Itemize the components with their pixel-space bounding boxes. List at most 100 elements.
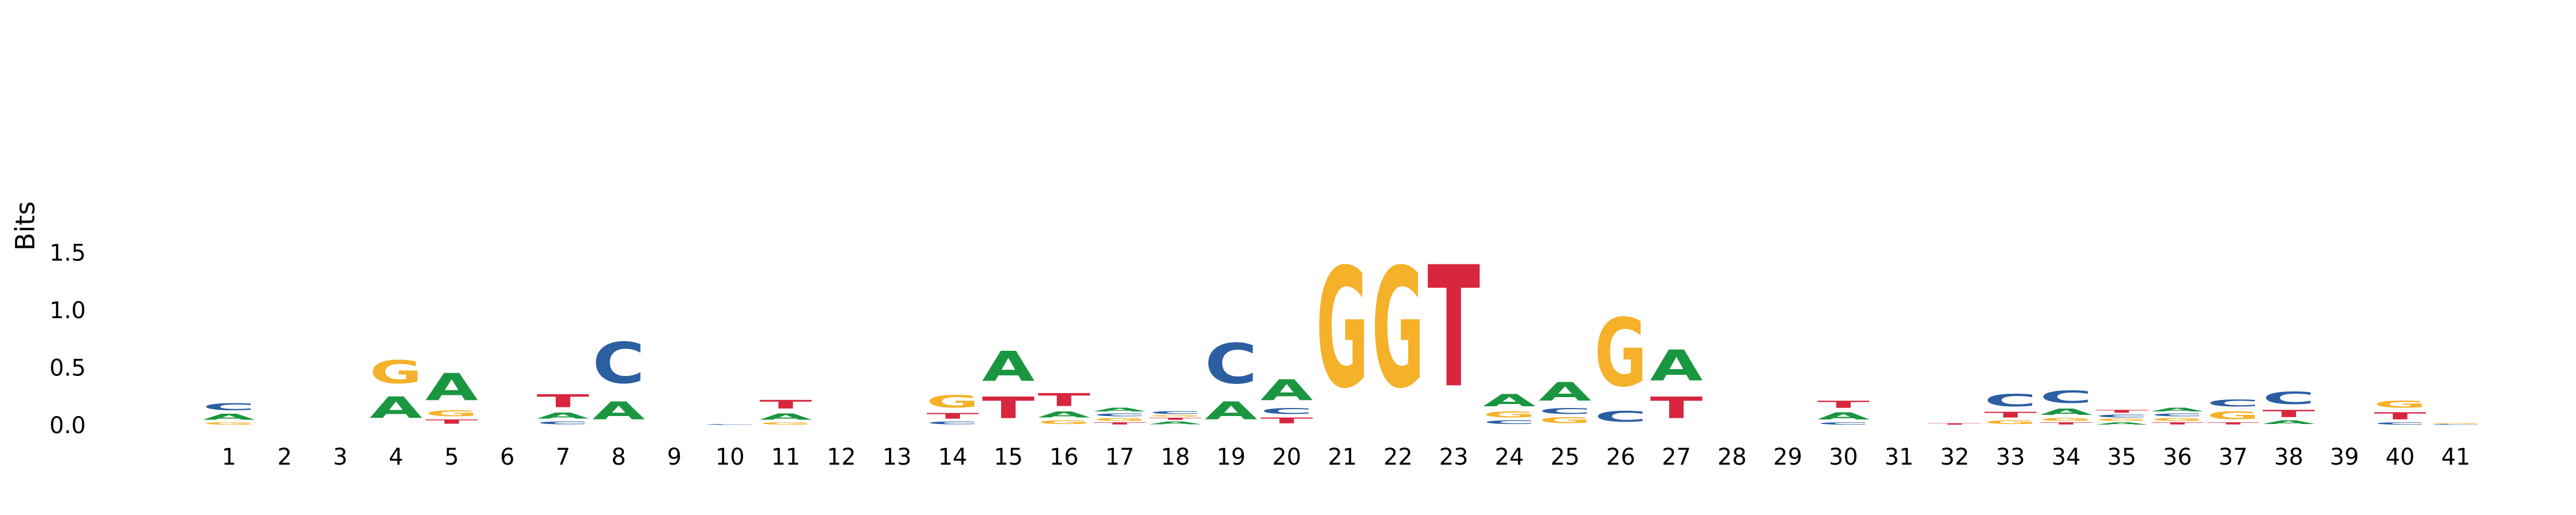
- x-tick-label: 16: [1049, 444, 1078, 470]
- logo-letter-a: A: [2096, 422, 2148, 425]
- logo-letter-a: A: [1261, 374, 1314, 407]
- logo-letter-t: T: [982, 391, 1035, 425]
- logo-letter-c: C: [1093, 413, 1146, 417]
- logo-letter-t: T: [1929, 423, 1981, 425]
- logo-letter-a: A: [982, 343, 1035, 391]
- x-tick-label: 26: [1606, 444, 1635, 470]
- logo-letter-t: T: [2207, 422, 2259, 425]
- x-tick-label: 1: [222, 444, 236, 470]
- logo-letter-g: G: [1149, 415, 1202, 417]
- logo-letter-t: T: [2151, 422, 2204, 425]
- x-tick-label: 4: [389, 444, 403, 470]
- x-tick-label: 20: [1272, 444, 1301, 470]
- x-tick-label: 18: [1161, 444, 1190, 470]
- x-tick-label: 41: [2441, 444, 2471, 470]
- x-tick-label: 37: [2219, 444, 2248, 470]
- logo-letter-c: C: [1483, 419, 1536, 425]
- x-tick-label: 11: [771, 444, 800, 470]
- logo-letter-t: T: [1093, 422, 1146, 425]
- logo-letter-c: C: [2040, 387, 2092, 407]
- x-tick-label: 2: [278, 444, 292, 470]
- y-tick-label: 1.0: [49, 298, 86, 324]
- x-tick-label: 13: [883, 444, 912, 470]
- logo-letter-t: T: [1149, 417, 1202, 421]
- logo-letter-c: C: [203, 401, 255, 413]
- logo-letter-c: C: [2429, 424, 2482, 425]
- x-tick-label: 31: [1884, 444, 1914, 470]
- logo-letter-a: A: [1650, 342, 1703, 391]
- logo-letter-t: T: [2040, 422, 2092, 425]
- x-tick-label: 14: [938, 444, 967, 470]
- x-tick-label: 39: [2330, 444, 2359, 470]
- x-tick-label: 27: [1662, 444, 1691, 470]
- logo-letter-a: A: [425, 366, 478, 409]
- logo-letter-a: A: [2151, 407, 2204, 413]
- x-tick-label: 15: [994, 444, 1023, 470]
- logo-letter-g: G: [2207, 409, 2259, 422]
- logo-letter-c: C: [1205, 332, 1258, 397]
- logo-letter-g: G: [1372, 234, 1424, 425]
- logo-letter-t: T: [2262, 408, 2316, 419]
- logo-letter-t: T: [425, 418, 478, 425]
- logo-letter-g: G: [370, 354, 422, 390]
- logo-letter-a: A: [1483, 391, 1536, 410]
- x-axis-ticks: 1 2 3 4 5 6 7 8 9 10 11 12 13 14 15 16 17 18 19 20 21 22 23 24 2…: [222, 444, 2470, 470]
- logo-letter-t: T: [1650, 391, 1703, 425]
- x-tick-label: 17: [1105, 444, 1135, 470]
- logo-letter-c: C: [1261, 407, 1313, 416]
- x-tick-label: 29: [1773, 444, 1803, 470]
- logo-letter-c: C: [1539, 407, 1591, 416]
- x-tick-label: 40: [2385, 444, 2415, 470]
- logo-letter-g: G: [2374, 399, 2427, 410]
- y-axis-label: Bits: [10, 201, 41, 251]
- x-tick-label: 6: [500, 444, 515, 470]
- logo-letter-c: C: [2262, 389, 2315, 408]
- logo-letter-c: C: [2151, 413, 2204, 417]
- y-tick-label: 0.0: [49, 413, 86, 439]
- logo-letter-g: G: [2151, 417, 2204, 422]
- logo-letter-a: A: [592, 397, 645, 425]
- logo-letter-a: A: [2040, 407, 2093, 417]
- logo-letter-a: A: [1038, 410, 1091, 419]
- logo-letter-t: T: [1817, 399, 1870, 410]
- logo-letter-g: G: [2429, 423, 2482, 424]
- logo-letter-t: T: [926, 411, 979, 421]
- x-tick-label: 21: [1328, 444, 1357, 470]
- x-tick-label: 23: [1439, 444, 1468, 470]
- logo-letter-g: G: [203, 422, 255, 425]
- logo-letter-a: A: [1817, 410, 1870, 422]
- x-tick-label: 9: [667, 444, 681, 470]
- x-tick-label: 5: [444, 444, 459, 470]
- y-tick-label: 0.5: [49, 355, 86, 382]
- x-tick-label: 28: [1717, 444, 1747, 470]
- x-tick-label: 30: [1829, 444, 1858, 470]
- x-tick-label: 7: [556, 444, 570, 470]
- logo-letter-g: G: [2096, 418, 2148, 422]
- x-tick-label: 36: [2163, 444, 2192, 470]
- logo-letter-a: A: [760, 411, 813, 422]
- logo-letter-a: A: [537, 411, 590, 421]
- logo-letter-t: T: [2096, 409, 2148, 414]
- x-tick-label: 24: [1495, 444, 1524, 470]
- logo-letter-g: G: [1038, 419, 1091, 425]
- y-tick-label: 1.5: [49, 240, 86, 267]
- logo-letter-c: C: [592, 331, 645, 397]
- logo-letter-g: G: [1093, 417, 1146, 422]
- logo-letter-c: C: [537, 421, 590, 425]
- logo-letter-g: G: [1594, 299, 1647, 408]
- logo-letter-c: C: [1594, 408, 1647, 425]
- logo-letter-t: T: [1038, 390, 1091, 410]
- logo-letter-c: C: [704, 424, 756, 425]
- logo-letter-a: A: [1539, 377, 1592, 407]
- logo-letter-t: T: [1428, 232, 1480, 425]
- logo-letter-c: C: [2096, 414, 2148, 418]
- logo-letter-a: A: [1205, 397, 1258, 425]
- logo-letter-t: T: [537, 391, 590, 411]
- logo-letter-c: C: [1984, 391, 2037, 410]
- logo-letter-g: G: [425, 409, 478, 418]
- logo-letter-t: T: [760, 398, 812, 411]
- x-tick-label: 22: [1384, 444, 1413, 470]
- logo-letter-a: A: [203, 413, 256, 422]
